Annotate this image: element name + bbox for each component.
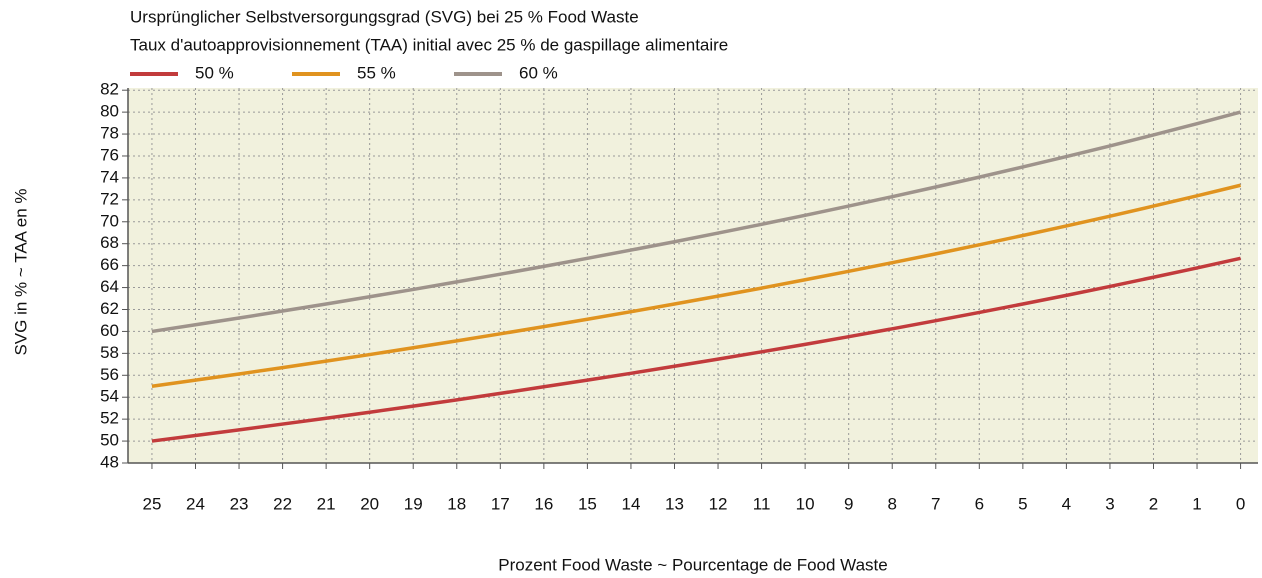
x-tick-label: 15 (578, 494, 597, 513)
y-tick-label: 58 (100, 343, 119, 362)
x-tick-label: 19 (404, 494, 423, 513)
legend-label: 60 % (519, 63, 558, 82)
data-line (151, 183, 1241, 388)
y-tick-label: 62 (100, 299, 119, 318)
chart-subtitle: Taux d'autoapprovisionnement (TAA) initi… (130, 35, 728, 54)
x-tick-label: 8 (887, 494, 896, 513)
y-tick-label: 48 (100, 452, 119, 471)
data-line (151, 256, 1241, 443)
x-tick-label: 7 (931, 494, 940, 513)
y-tick-label: 78 (100, 124, 119, 143)
y-tick-label: 70 (100, 211, 119, 230)
y-tick-label: 56 (100, 365, 119, 384)
x-tick-label: 4 (1062, 494, 1071, 513)
data-line (151, 110, 1242, 334)
x-tick-label: 16 (534, 494, 553, 513)
x-tick-label: 5 (1018, 494, 1027, 513)
x-tick-label: 23 (230, 494, 249, 513)
x-tick-label: 10 (796, 494, 815, 513)
x-tick-label: 0 (1236, 494, 1245, 513)
x-tick-label: 3 (1105, 494, 1114, 513)
y-tick-label: 82 (100, 80, 119, 99)
x-tick-label: 1 (1192, 494, 1201, 513)
x-tick-label: 11 (753, 494, 771, 513)
x-axis-title: Prozent Food Waste ~ Pourcentage de Food… (498, 555, 887, 574)
y-tick-label: 50 (100, 431, 119, 450)
x-tick-label: 21 (317, 494, 336, 513)
x-tick-label: 20 (360, 494, 379, 513)
chart-title: Ursprünglicher Selbstversorgungsgrad (SV… (130, 7, 639, 26)
y-tick-label: 68 (100, 233, 119, 252)
x-tick-label: 22 (273, 494, 292, 513)
y-tick-label: 74 (100, 167, 119, 186)
y-tick-label: 52 (100, 409, 119, 428)
legend-label: 50 % (195, 63, 234, 82)
x-tick-label: 9 (844, 494, 853, 513)
plot-background (128, 88, 1258, 463)
y-tick-label: 54 (100, 387, 119, 406)
y-tick-label: 76 (100, 145, 119, 164)
x-tick-label: 6 (975, 494, 984, 513)
legend-label: 55 % (357, 63, 396, 82)
x-tick-label: 17 (491, 494, 510, 513)
y-tick-label: 64 (100, 277, 119, 296)
y-axis-title: SVG in % ~ TAA en % (11, 188, 30, 355)
x-tick-label: 14 (621, 494, 640, 513)
x-tick-label: 18 (447, 494, 466, 513)
x-tick-label: 12 (709, 494, 728, 513)
x-tick-label: 24 (186, 494, 205, 513)
y-tick-label: 80 (100, 102, 119, 121)
y-tick-label: 60 (100, 321, 119, 340)
x-tick-label: 25 (142, 494, 161, 513)
x-tick-label: 2 (1149, 494, 1158, 513)
y-tick-label: 66 (100, 255, 119, 274)
y-tick-label: 72 (100, 189, 119, 208)
x-tick-label: 13 (665, 494, 684, 513)
